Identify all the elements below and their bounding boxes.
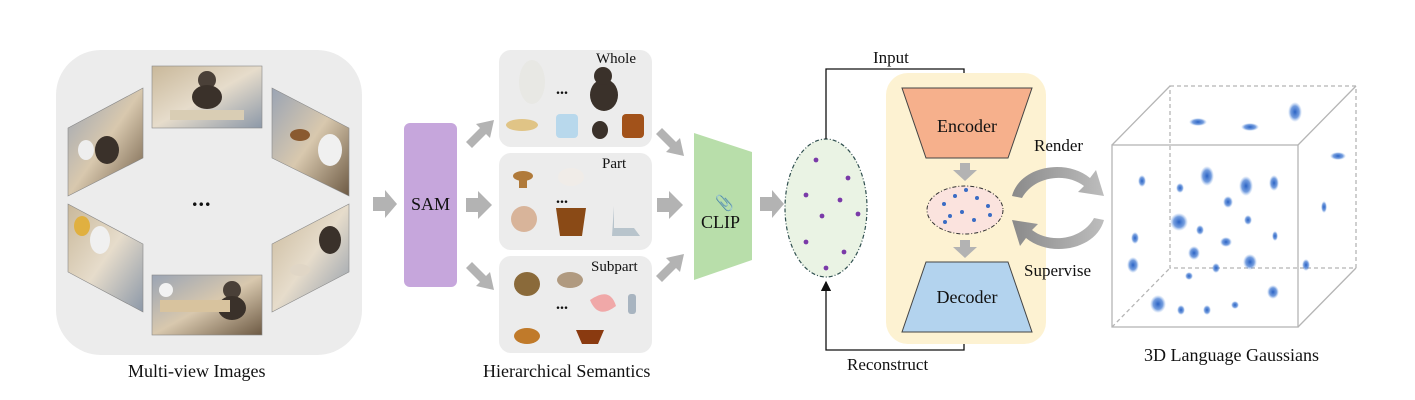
gaussian-blob xyxy=(1127,257,1139,273)
gaussian-blob xyxy=(1243,254,1257,270)
gaussian-blob xyxy=(1131,232,1139,244)
render-label: Render xyxy=(1034,136,1084,155)
feature-point xyxy=(845,175,851,181)
level-part-ellipsis: ... xyxy=(556,190,568,207)
view-upper-left xyxy=(67,87,144,197)
multiview-caption: Multi-view Images xyxy=(128,361,266,381)
gaussian-blob xyxy=(1272,231,1278,241)
gaussian-blob xyxy=(1321,201,1327,213)
latent-point xyxy=(948,214,952,218)
gaussian-blob xyxy=(1212,263,1220,273)
gaussian-blob xyxy=(1241,123,1259,131)
view-upper-right xyxy=(271,87,350,197)
gaussian-blob xyxy=(1231,301,1239,309)
clip-block xyxy=(694,133,752,280)
latent-point xyxy=(942,202,946,206)
hierarchy-caption: Hierarchical Semantics xyxy=(483,361,651,381)
gaussian-blob xyxy=(1170,213,1188,231)
gaussian-blob xyxy=(1302,259,1310,271)
view-top xyxy=(151,65,263,129)
latent-point xyxy=(975,196,979,200)
level-whole-ellipsis: ... xyxy=(556,81,568,98)
latent-point xyxy=(953,194,957,198)
gaussian-cube xyxy=(1111,85,1357,328)
gaussian-blob xyxy=(1239,176,1253,196)
gaussian-blob xyxy=(1138,175,1146,187)
latent-point xyxy=(960,210,964,214)
feature-point xyxy=(813,157,819,163)
level-subpart-label: Subpart xyxy=(591,259,638,275)
encoder-label: Encoder xyxy=(937,116,997,136)
level-whole-label: Whole xyxy=(596,51,636,67)
clip-label: CLIP xyxy=(701,212,741,232)
arrow-to-features xyxy=(760,190,784,218)
feature-point xyxy=(841,249,847,255)
view-bottom xyxy=(151,274,263,336)
latent-point xyxy=(943,220,947,224)
level-whole-panel xyxy=(499,50,652,147)
supervise-arrow xyxy=(1012,218,1104,250)
gaussian-blob xyxy=(1203,305,1211,315)
gaussian-blob xyxy=(1177,305,1185,315)
decoder-block xyxy=(901,261,1033,333)
gaussian-blob xyxy=(1196,225,1204,235)
level-part-label: Part xyxy=(602,156,627,172)
view-lower-right xyxy=(271,203,350,313)
decoder-label: Decoder xyxy=(936,287,998,307)
latent-dots xyxy=(942,188,992,224)
latent-point xyxy=(988,213,992,217)
feature-point xyxy=(823,265,829,271)
arrow-to-sam xyxy=(373,190,397,218)
arrows-sam-to-levels xyxy=(466,120,494,290)
latent-space xyxy=(926,185,1004,235)
gaussian-blob xyxy=(1220,237,1232,247)
gaussian-blobs xyxy=(1127,102,1346,315)
feature-point xyxy=(837,197,843,203)
arrow-latent-to-decoder xyxy=(953,240,977,258)
gaussian-blob xyxy=(1244,215,1252,225)
latent-point xyxy=(972,218,976,222)
sam-label: SAM xyxy=(410,194,450,214)
gaussian-blob xyxy=(1200,166,1214,186)
view-lower-left xyxy=(67,203,144,313)
gaussian-blob xyxy=(1223,196,1233,208)
gaussian-blob xyxy=(1176,183,1184,193)
encoder-block xyxy=(901,87,1033,159)
feature-point xyxy=(803,239,809,245)
level-subpart-panel xyxy=(499,256,652,353)
gaussian-blob xyxy=(1267,285,1279,299)
reconstruct-label: Reconstruct xyxy=(847,355,929,374)
multiview-ellipsis: ... xyxy=(192,186,212,211)
clip-feature-cloud xyxy=(784,138,868,278)
gaussian-blob xyxy=(1150,295,1166,313)
supervise-label: Supervise xyxy=(1024,261,1092,280)
feature-point xyxy=(855,211,861,217)
latent-point xyxy=(986,204,990,208)
level-part-panel xyxy=(499,153,652,250)
gaussian-blob xyxy=(1330,152,1346,160)
gaussian-blob xyxy=(1288,102,1302,122)
feature-point xyxy=(803,192,809,198)
arrows-levels-to-clip xyxy=(656,128,684,282)
level-subpart-ellipsis: ... xyxy=(556,296,568,313)
gaussian-blob xyxy=(1185,272,1193,280)
sam-block xyxy=(404,123,457,287)
arrow-encoder-to-latent xyxy=(953,163,977,181)
gaussian-blob xyxy=(1189,118,1207,126)
clip-feature-dots xyxy=(803,157,861,271)
feature-point xyxy=(819,213,825,219)
latent-point xyxy=(964,188,968,192)
input-label: Input xyxy=(873,48,909,67)
gaussian-blob xyxy=(1269,175,1279,191)
gaussians-caption: 3D Language Gaussians xyxy=(1144,345,1319,365)
render-arrow xyxy=(1012,166,1104,198)
multiview-panel xyxy=(56,50,362,355)
gaussian-blob xyxy=(1188,246,1200,260)
clip-icon: 📎 xyxy=(715,193,734,212)
